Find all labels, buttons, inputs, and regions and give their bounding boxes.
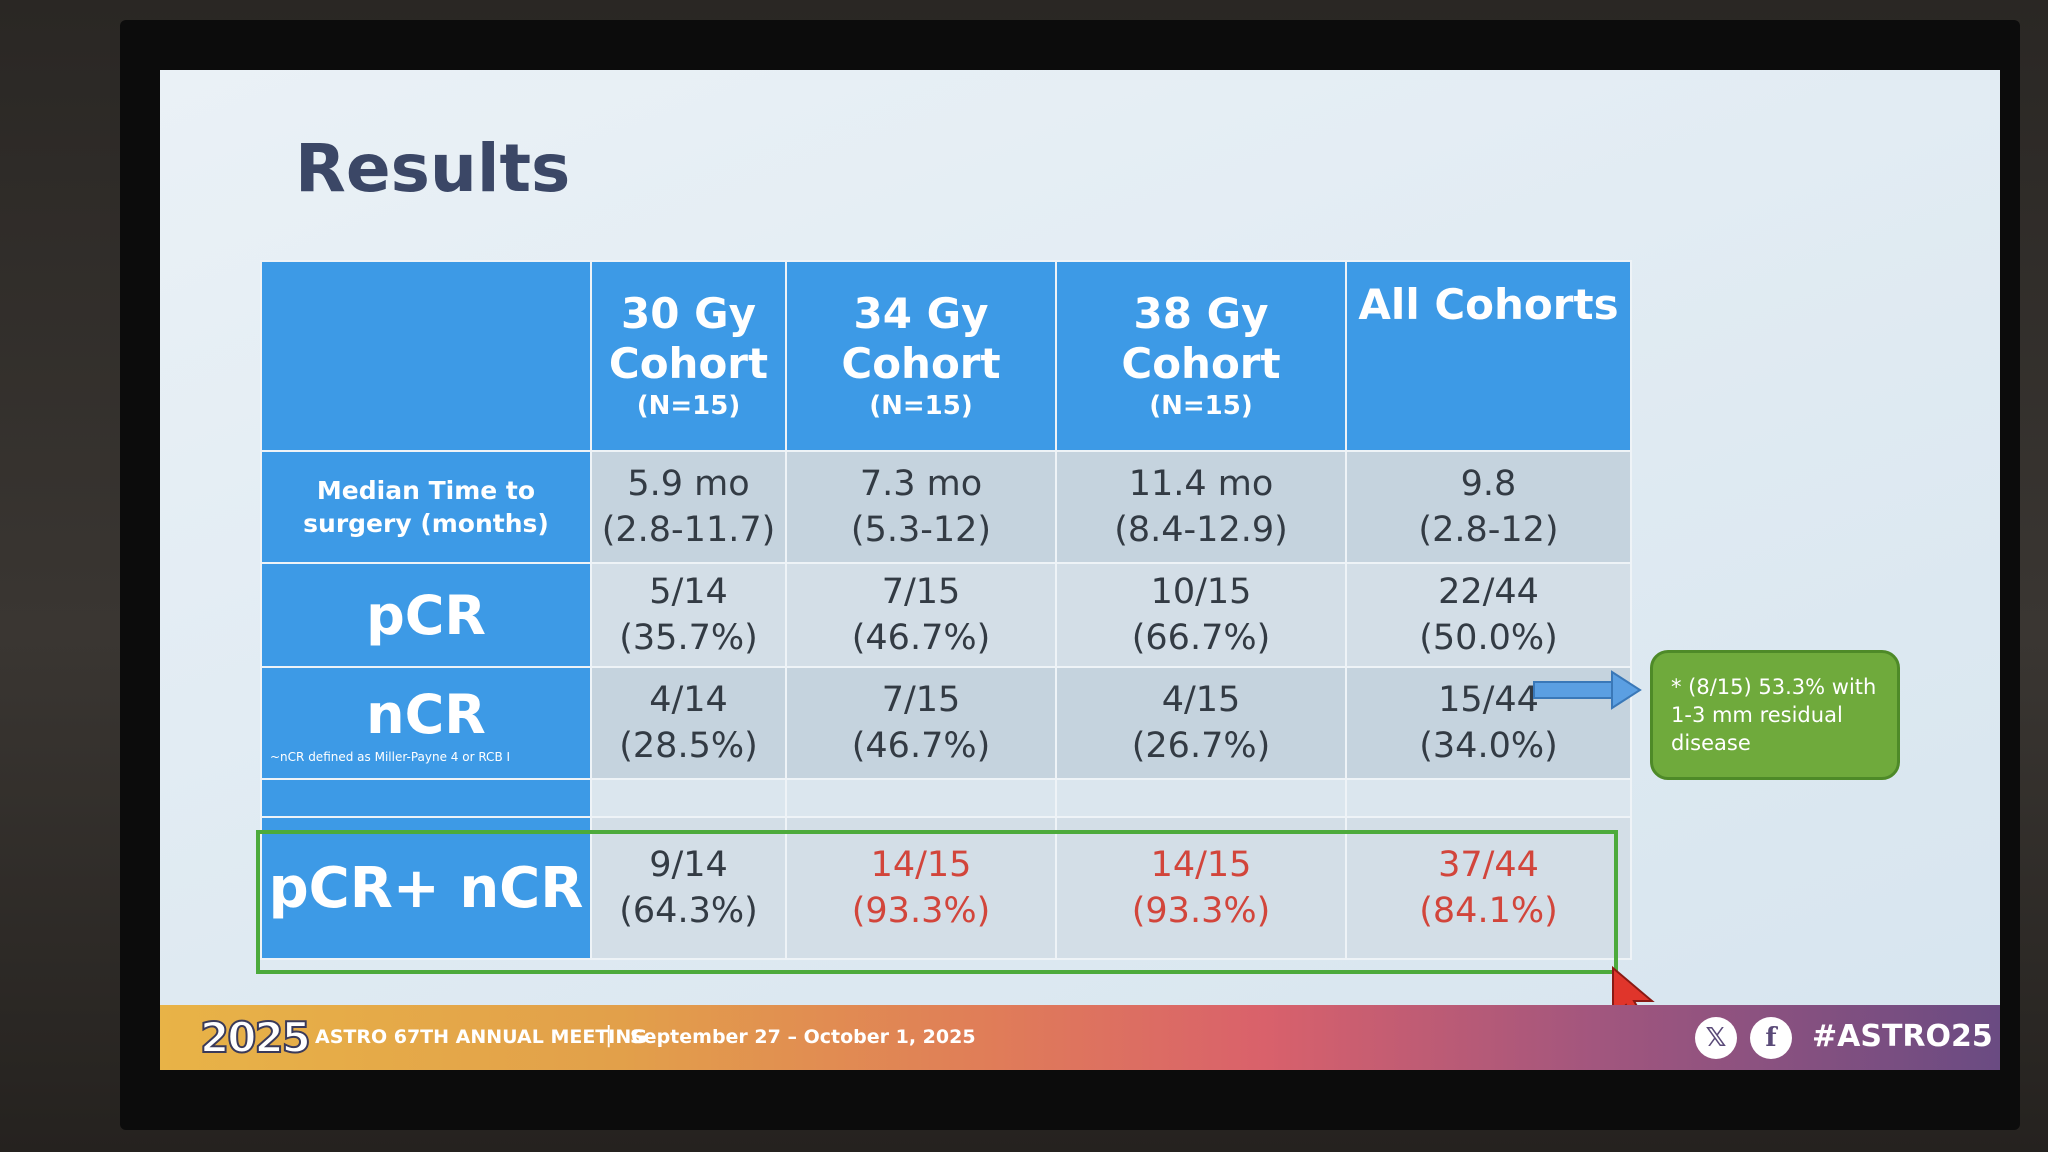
header-30gy: 30 Gy Cohort (N=15) [590, 260, 787, 452]
table-cell: 5.9 mo (2.8-11.7) [590, 450, 787, 564]
presentation-slide: Results 30 Gy Cohort (N=15) 34 Gy Cohort… [160, 70, 2000, 1070]
table-row-median-time: Median Time to surgery (months) 5.9 mo (2… [260, 450, 1632, 564]
cell-percent: (26.7%) [1131, 726, 1271, 766]
table-cell: 7/15 (46.7%) [785, 666, 1057, 780]
cell-percent: (66.7%) [1131, 618, 1271, 658]
callout-arrow-icon [1533, 670, 1642, 710]
cell-value: 4/14 [649, 680, 728, 720]
table-row-pcr: pCR 5/14 (35.7%) 7/15 (46.7%) 10/15 (66.7%)… [260, 562, 1632, 668]
header-empty-cell [260, 260, 592, 452]
cell-percent: (84.1%) [1419, 891, 1558, 931]
header-n: (N=15) [1149, 391, 1253, 421]
cell-range: (2.8-11.7) [601, 510, 776, 550]
cell-value: 7.3 mo [859, 464, 983, 504]
cell-range: (5.3-12) [850, 510, 992, 550]
cell-percent: (64.3%) [619, 891, 758, 931]
cell-percent: (46.7%) [851, 726, 991, 766]
cell-percent: (34.0%) [1419, 726, 1558, 766]
spacer-label-cell [260, 778, 592, 818]
cell-value: 9/14 [649, 845, 728, 885]
callout-note: * (8/15) 53.3% with 1-3 mm residual dise… [1650, 650, 1900, 780]
table-cell: 4/14 (28.5%) [590, 666, 787, 780]
table-cell: 9/14 (64.3%) [590, 816, 787, 960]
cell-percent: (46.7%) [851, 618, 991, 658]
slide-title: Results [295, 130, 571, 207]
header-dose: 30 Gy [621, 289, 756, 338]
table-cell-highlight: 14/15 (93.3%) [785, 816, 1057, 960]
cell-percent: (28.5%) [619, 726, 758, 766]
header-38gy: 38 Gy Cohort (N=15) [1055, 260, 1347, 452]
cell-value: 9.8 [1460, 464, 1517, 504]
header-34gy: 34 Gy Cohort (N=15) [785, 260, 1057, 452]
cell-value: 10/15 [1150, 572, 1252, 612]
cell-value: 7/15 [881, 680, 961, 720]
ncr-footnote: ~nCR defined as Miller-Payne 4 or RCB I [270, 749, 511, 764]
cell-percent: (50.0%) [1419, 618, 1558, 658]
header-row: 30 Gy Cohort (N=15) 34 Gy Cohort (N=15) … [260, 260, 1632, 452]
results-table: 30 Gy Cohort (N=15) 34 Gy Cohort (N=15) … [260, 260, 1632, 960]
cell-value: 7/15 [881, 572, 961, 612]
footer-divider: | [605, 1023, 613, 1048]
row-label-pcr-ncr: pCR+ nCR [260, 816, 592, 960]
cell-value: 14/15 [870, 845, 972, 885]
table-cell: 10/15 (66.7%) [1055, 562, 1347, 668]
header-cohort: Cohort [1121, 339, 1281, 388]
header-cohort: Cohort [841, 339, 1001, 388]
table-cell: 7/15 (46.7%) [785, 562, 1057, 668]
spacer-cell [590, 778, 787, 818]
row-label-pcr: pCR [260, 562, 592, 668]
header-dose: 34 Gy [853, 289, 989, 338]
cell-value: 15/44 [1438, 680, 1539, 720]
cell-value: 22/44 [1438, 572, 1539, 612]
header-cohort: Cohort [608, 339, 769, 388]
table-cell: 7.3 mo (5.3-12) [785, 450, 1057, 564]
table-cell: 4/15 (26.7%) [1055, 666, 1347, 780]
table-cell: 9.8 (2.8-12) [1345, 450, 1632, 564]
conference-footer: 2025 ASTRO 67TH ANNUAL MEETING | Septemb… [160, 1005, 2000, 1070]
cell-percent: (93.3%) [851, 891, 991, 931]
spacer-cell [785, 778, 1057, 818]
cell-value: 14/15 [1150, 845, 1252, 885]
table-cell: 11.4 mo (8.4-12.9) [1055, 450, 1347, 564]
cell-value: 37/44 [1438, 845, 1539, 885]
row-label-median-time: Median Time to surgery (months) [260, 450, 592, 564]
table-cell: 5/14 (35.7%) [590, 562, 787, 668]
cell-percent: (93.3%) [1131, 891, 1271, 931]
cell-percent: (35.7%) [619, 618, 758, 658]
cell-value: 5/14 [649, 572, 728, 612]
cell-range: (2.8-12) [1418, 510, 1559, 550]
table-row-pcr-ncr: pCR+ nCR 9/14 (64.3%) 14/15 (93.3%) 14/15 (… [260, 816, 1632, 960]
spacer-cell [1345, 778, 1632, 818]
row-label-ncr-text: nCR [366, 682, 486, 746]
meeting-name: ASTRO 67TH ANNUAL MEETING [315, 1026, 647, 1048]
cell-value: 5.9 mo [627, 464, 750, 504]
facebook-icon: f [1750, 1017, 1792, 1059]
hashtag: #ASTRO25 [1812, 1019, 1993, 1054]
header-dose: 38 Gy [1133, 289, 1269, 338]
table-spacer-row [260, 778, 1632, 818]
cell-range: (8.4-12.9) [1114, 510, 1288, 550]
table-cell-highlight: 14/15 (93.3%) [1055, 816, 1347, 960]
x-social-icon: 𝕏 [1695, 1017, 1737, 1059]
table-cell-highlight: 37/44 (84.1%) [1345, 816, 1632, 960]
cell-value: 4/15 [1161, 680, 1241, 720]
cell-value: 11.4 mo [1128, 464, 1274, 504]
header-all-cohorts: All Cohorts [1345, 260, 1632, 452]
spacer-cell [1055, 778, 1347, 818]
row-label-ncr: nCR ~nCR defined as Miller-Payne 4 or RC… [260, 666, 592, 780]
table-cell: 22/44 (50.0%) [1345, 562, 1632, 668]
meeting-dates: September 27 – October 1, 2025 [630, 1026, 976, 1048]
header-n: (N=15) [869, 391, 973, 421]
header-n: (N=15) [636, 391, 741, 421]
astro-2025-logo: 2025 [199, 1012, 312, 1063]
table-row-ncr: nCR ~nCR defined as Miller-Payne 4 or RC… [260, 666, 1632, 780]
